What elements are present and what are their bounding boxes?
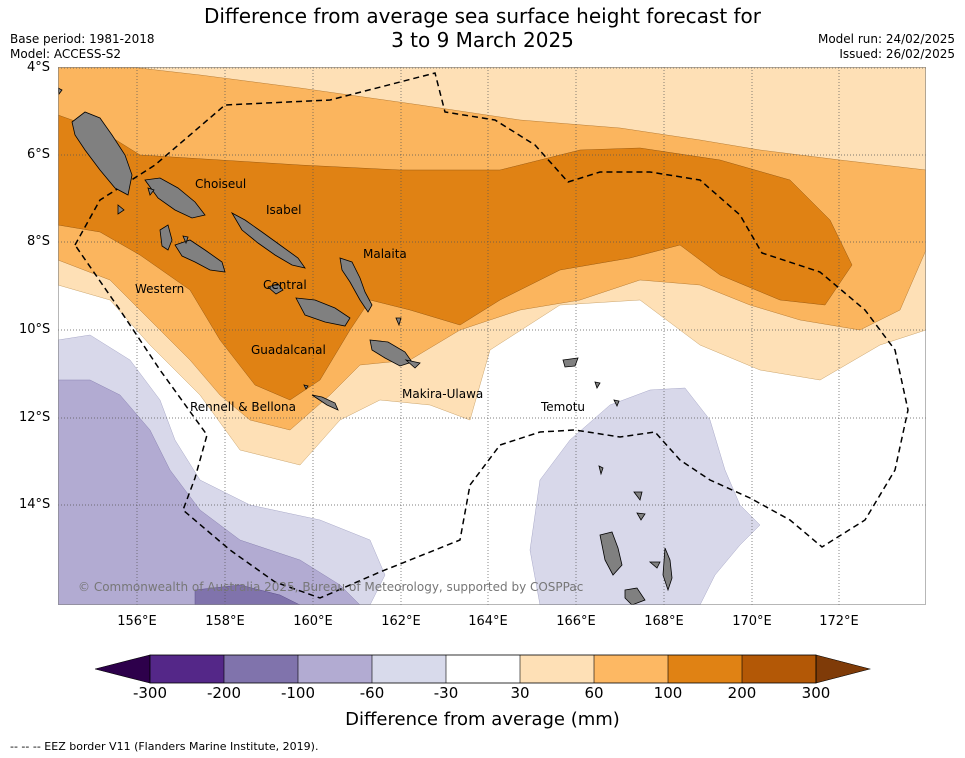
colorbar-tick-100: 100	[653, 684, 683, 702]
island-vanuatu-north-1	[633, 491, 643, 501]
map-title-line2: 3 to 9 March 2025	[391, 28, 574, 52]
lon-label-172e: 172°E	[819, 614, 859, 629]
lon-label-156e: 156°E	[117, 614, 157, 629]
island-ulawa	[404, 359, 421, 369]
island-choiseul	[144, 177, 206, 219]
colorbar-tick-300: 300	[801, 684, 831, 702]
model-name: Model: ACCESS-S2	[10, 47, 122, 61]
colorbar-segment-neg60-neg30	[372, 655, 446, 683]
place-label-malaita: Malaita	[363, 247, 407, 261]
lon-label-166e: 166°E	[556, 614, 596, 629]
island-vella	[159, 224, 173, 251]
forecast-map	[58, 67, 926, 605]
graticule	[58, 67, 926, 605]
island-vanuatu-north-4	[613, 399, 620, 407]
map-title-line1: Difference from average sea surface heig…	[203, 4, 762, 28]
model-run: Model run: 24/02/2025	[817, 32, 955, 46]
place-label-rennell-bellona: Rennell & Bellona	[190, 400, 297, 414]
colorbar-segment-neg100-neg60	[298, 655, 372, 683]
island-small-3	[395, 317, 402, 327]
colorbar	[95, 654, 871, 684]
island-central	[267, 283, 284, 295]
colorbar-segment-100-200	[668, 655, 742, 683]
island-vanuatu-espiritu	[599, 531, 623, 576]
place-label-temotu: Temotu	[541, 400, 586, 414]
lat-label-4s: 4°S	[27, 60, 51, 75]
lon-label-160e: 160°E	[293, 614, 333, 629]
place-label-central: Central	[263, 278, 307, 292]
place-label-makira-ulawa: Makira-Ulawa	[402, 387, 484, 401]
lat-label-8s: 8°S	[27, 234, 51, 249]
place-label-isabel: Isabel	[266, 203, 302, 217]
island-malaita	[339, 257, 373, 313]
colorbar-under-arrow	[95, 654, 151, 684]
place-label-western: Western	[135, 282, 185, 296]
lat-label-14s: 14°S	[19, 497, 51, 512]
land-masses	[58, 87, 673, 605]
island-makira	[369, 339, 413, 367]
island-vanuatu-north-2	[636, 512, 646, 521]
lon-label-170e: 170°E	[732, 614, 772, 629]
colorbar-tick-neg60: -60	[359, 684, 385, 702]
place-label-choiseul: Choiseul	[195, 177, 247, 191]
island-western-north	[71, 111, 133, 196]
anomaly-band-neg60-100-west	[58, 379, 361, 605]
island-small-shortland	[117, 204, 125, 215]
colorbar-segment-200-300	[742, 655, 816, 683]
lat-label-10s: 10°S	[19, 322, 51, 337]
anomaly-band-100-200	[58, 114, 853, 401]
colorbar-tick-neg300: -300	[132, 684, 168, 702]
colorbar-tick-60: 60	[584, 684, 604, 702]
island-new-georgia	[174, 239, 226, 273]
place-label-guadalcanal: Guadalcanal	[251, 343, 326, 357]
island-rennell	[311, 394, 339, 411]
lon-label-162e: 162°E	[381, 614, 421, 629]
issued-date: Issued: 26/02/2025	[839, 47, 955, 61]
colorbar-tick-neg100: -100	[280, 684, 316, 702]
lon-label-164e: 164°E	[468, 614, 508, 629]
island-small-1	[147, 187, 155, 196]
island-temotu-1	[562, 357, 579, 368]
lon-label-158e: 158°E	[205, 614, 245, 629]
island-vanuatu-east-2	[648, 561, 661, 569]
eez-border	[74, 72, 909, 599]
lat-label-6s: 6°S	[27, 147, 51, 162]
colorbar-segment-30-60	[520, 655, 594, 683]
copyright-notice: © Commonwealth of Australia 2025, Bureau…	[78, 580, 584, 594]
colorbar-over-arrow	[815, 654, 871, 684]
island-temotu-2	[594, 381, 601, 389]
island-small-2	[182, 235, 189, 245]
colorbar-tick-neg30: -30	[433, 684, 459, 702]
colorbar-tick-30: 30	[510, 684, 530, 702]
island-vanuatu-malekula	[624, 587, 646, 605]
island-vanuatu-east-1	[662, 547, 673, 592]
colorbar-title: Difference from average (mm)	[345, 709, 620, 730]
anomaly-band-neg100-200	[194, 584, 301, 605]
island-guadalcanal	[295, 297, 351, 327]
colorbar-tick-neg200: -200	[206, 684, 242, 702]
eez-legend: -- -- -- EEZ border V11 (Flanders Marine…	[10, 740, 319, 753]
colorbar-segment-neg200-neg100	[224, 655, 298, 683]
lat-label-12s: 12°S	[19, 410, 51, 425]
colorbar-segment-neg30-30	[446, 655, 520, 683]
colorbar-segment-neg300-neg200	[150, 655, 224, 683]
base-period: Base period: 1981-2018	[10, 32, 155, 46]
colorbar-tick-200: 200	[727, 684, 757, 702]
island-isabel	[230, 211, 306, 269]
island-vanuatu-north-3	[598, 465, 604, 476]
colorbar-segment-60-100	[594, 655, 668, 683]
island-bellona	[303, 384, 309, 390]
lon-label-168e: 168°E	[644, 614, 684, 629]
